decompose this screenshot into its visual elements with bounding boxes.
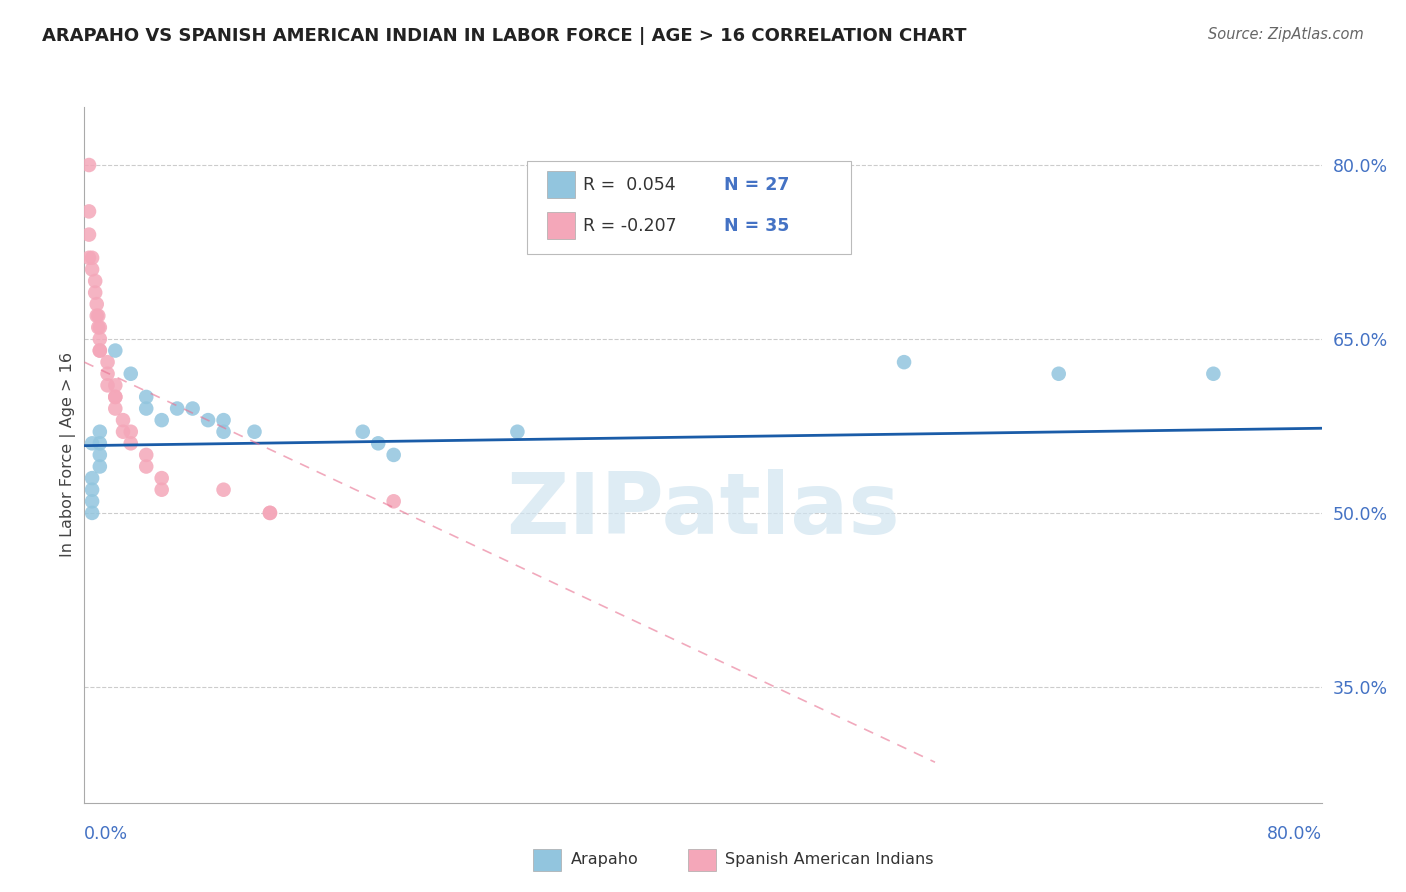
Point	[82, 483, 104, 497]
Point	[82, 436, 104, 450]
Point	[104, 343, 127, 358]
Text: 80.0%: 80.0%	[1267, 825, 1322, 843]
Point	[181, 401, 204, 416]
Point	[82, 506, 104, 520]
Point	[89, 332, 111, 346]
Point	[259, 506, 281, 520]
Point	[506, 425, 529, 439]
Text: ARAPAHO VS SPANISH AMERICAN INDIAN IN LABOR FORCE | AGE > 16 CORRELATION CHART: ARAPAHO VS SPANISH AMERICAN INDIAN IN LA…	[42, 27, 967, 45]
Text: R = -0.207: R = -0.207	[583, 217, 678, 235]
Point	[104, 390, 127, 404]
Point	[150, 483, 173, 497]
Point	[77, 158, 100, 172]
Point	[82, 471, 104, 485]
Point	[120, 425, 142, 439]
Point	[150, 471, 173, 485]
Text: ZIPatlas: ZIPatlas	[506, 469, 900, 552]
Point	[135, 459, 157, 474]
Point	[84, 285, 107, 300]
Point	[243, 425, 266, 439]
Point	[104, 401, 127, 416]
Point	[104, 390, 127, 404]
Point	[96, 355, 118, 369]
Point	[89, 425, 111, 439]
Point	[87, 320, 110, 334]
Point	[112, 425, 135, 439]
Point	[89, 436, 111, 450]
Point	[87, 309, 110, 323]
Point	[1047, 367, 1070, 381]
Point	[150, 413, 173, 427]
Point	[112, 413, 135, 427]
Point	[1202, 367, 1225, 381]
Point	[166, 401, 188, 416]
Point	[212, 425, 235, 439]
Point	[82, 251, 104, 265]
Text: Source: ZipAtlas.com: Source: ZipAtlas.com	[1208, 27, 1364, 42]
Point	[77, 204, 100, 219]
Y-axis label: In Labor Force | Age > 16: In Labor Force | Age > 16	[60, 352, 76, 558]
Point	[135, 401, 157, 416]
Point	[120, 436, 142, 450]
Point	[84, 274, 107, 288]
Point	[135, 390, 157, 404]
Point	[86, 297, 108, 311]
Point	[197, 413, 219, 427]
Point	[120, 367, 142, 381]
Point	[259, 506, 281, 520]
Point	[96, 367, 118, 381]
Point	[382, 448, 405, 462]
Point	[89, 343, 111, 358]
Text: Spanish American Indians: Spanish American Indians	[725, 853, 934, 867]
Point	[352, 425, 374, 439]
Point	[89, 320, 111, 334]
Point	[89, 448, 111, 462]
Point	[382, 494, 405, 508]
Point	[89, 343, 111, 358]
Point	[212, 413, 235, 427]
Text: R =  0.054: R = 0.054	[583, 176, 676, 194]
Point	[367, 436, 389, 450]
Point	[212, 483, 235, 497]
Point	[86, 309, 108, 323]
Text: N = 27: N = 27	[724, 176, 789, 194]
Text: N = 35: N = 35	[724, 217, 789, 235]
Point	[96, 378, 118, 392]
Point	[77, 251, 100, 265]
Point	[82, 262, 104, 277]
Point	[104, 378, 127, 392]
Point	[135, 448, 157, 462]
Text: 0.0%: 0.0%	[84, 825, 128, 843]
Point	[89, 459, 111, 474]
Point	[82, 494, 104, 508]
Point	[77, 227, 100, 242]
Point	[893, 355, 915, 369]
Text: Arapaho: Arapaho	[571, 853, 638, 867]
